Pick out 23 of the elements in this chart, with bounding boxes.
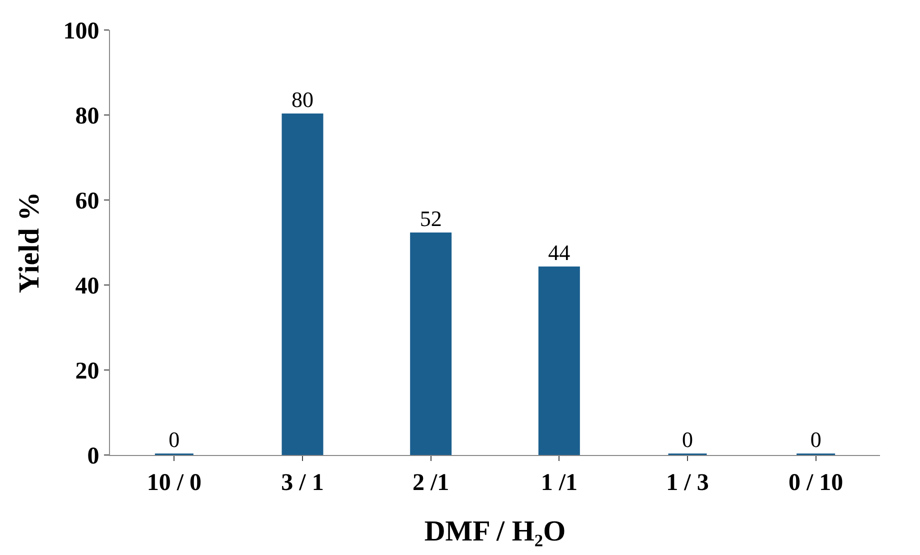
x-tick-label: 10 / 0 xyxy=(146,470,202,496)
data-label: 0 xyxy=(810,427,822,452)
y-tick-label: 20 xyxy=(75,358,100,384)
data-label: 0 xyxy=(168,427,180,452)
y-tick-label: 80 xyxy=(75,103,100,130)
x-axis-title: DMF / H₂O xyxy=(424,516,566,548)
data-label: 80 xyxy=(292,87,314,112)
data-label: 0 xyxy=(682,427,693,452)
bar xyxy=(410,232,452,455)
bar xyxy=(538,266,580,455)
y-tick-label: 0 xyxy=(87,443,100,470)
y-tick-label: 100 xyxy=(63,18,100,44)
y-tick-label: 60 xyxy=(75,188,100,214)
y-tick-label: 40 xyxy=(75,273,100,300)
x-tick-label: 1 / 3 xyxy=(666,470,709,496)
data-label: 44 xyxy=(548,240,570,265)
y-axis-title: Yield % xyxy=(14,192,46,294)
x-tick-label: 2 /1 xyxy=(412,470,450,496)
bar xyxy=(282,114,324,455)
x-tick-label: 3 / 1 xyxy=(281,470,324,496)
data-label: 52 xyxy=(420,206,442,231)
x-tick-label: 0 / 10 xyxy=(788,470,844,496)
x-tick-label: 1 /1 xyxy=(540,470,578,496)
